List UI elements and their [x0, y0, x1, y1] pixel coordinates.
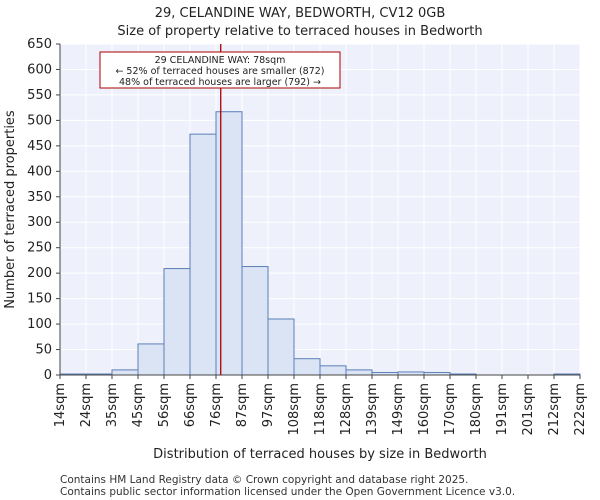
y-tick-label: 250 [27, 241, 52, 256]
y-tick-label: 150 [27, 292, 52, 307]
y-tick-label: 500 [27, 113, 52, 128]
bar [189, 133, 217, 376]
annotation-line: 29 CELANDINE WAY: 78sqm [155, 55, 286, 66]
chart-subtitle: Size of property relative to terraced ho… [117, 24, 483, 39]
y-tick-label: 650 [27, 37, 52, 52]
y-tick-label: 400 [27, 164, 52, 179]
x-tick-label: 149sqm [391, 383, 406, 436]
y-tick-label: 100 [27, 317, 52, 332]
y-tick-label: 300 [27, 215, 52, 230]
x-tick-label: 191sqm [495, 383, 510, 436]
bar [163, 268, 191, 376]
y-axis-label: Number of terraced properties [3, 110, 18, 309]
y-tick-label: 200 [27, 266, 52, 281]
x-tick-label: 87sqm [235, 383, 250, 427]
y-tick-label: 50 [35, 343, 52, 358]
bar [345, 369, 373, 376]
x-tick-label: 56sqm [157, 383, 172, 427]
annotation-line: ← 52% of terraced houses are smaller (87… [115, 66, 324, 77]
footer-line-1: Contains HM Land Registry data © Crown c… [60, 474, 469, 486]
bar [215, 111, 243, 376]
x-tick-label: 170sqm [443, 383, 458, 436]
y-tick-label: 600 [27, 62, 52, 77]
x-axis-label: Distribution of terraced houses by size … [153, 447, 487, 462]
x-tick-label: 139sqm [365, 383, 380, 436]
x-tick-label: 14sqm [53, 383, 68, 427]
chart-title: 29, CELANDINE WAY, BEDWORTH, CV12 0GB [154, 6, 446, 21]
y-tick-label: 450 [27, 139, 52, 154]
x-tick-label: 180sqm [469, 383, 484, 436]
x-tick-label: 24sqm [79, 383, 94, 427]
bar [267, 318, 295, 376]
x-tick-label: 160sqm [417, 383, 432, 436]
x-tick-label: 45sqm [131, 383, 146, 427]
x-tick-label: 66sqm [183, 383, 198, 427]
x-tick-label: 108sqm [287, 383, 302, 436]
annotation-box [99, 51, 341, 89]
x-tick-label: 201sqm [521, 383, 536, 436]
x-tick-label: 97sqm [261, 383, 276, 427]
bar [293, 358, 321, 376]
annotation-line: 48% of terraced houses are larger (792) … [119, 77, 321, 88]
bar [241, 266, 269, 376]
x-tick-label: 222sqm [573, 383, 588, 436]
bar [137, 343, 165, 376]
y-tick-label: 0 [44, 368, 52, 383]
y-tick-label: 350 [27, 190, 52, 205]
bar [319, 365, 347, 376]
x-tick-label: 35sqm [105, 383, 120, 427]
x-tick-label: 76sqm [209, 383, 224, 427]
x-tick-label: 212sqm [547, 383, 562, 436]
footer-line-2: Contains public sector information licen… [60, 486, 516, 498]
bar [111, 369, 139, 376]
x-tick-label: 118sqm [313, 383, 328, 436]
y-tick-label: 550 [27, 88, 52, 103]
x-tick-label: 128sqm [339, 383, 354, 436]
